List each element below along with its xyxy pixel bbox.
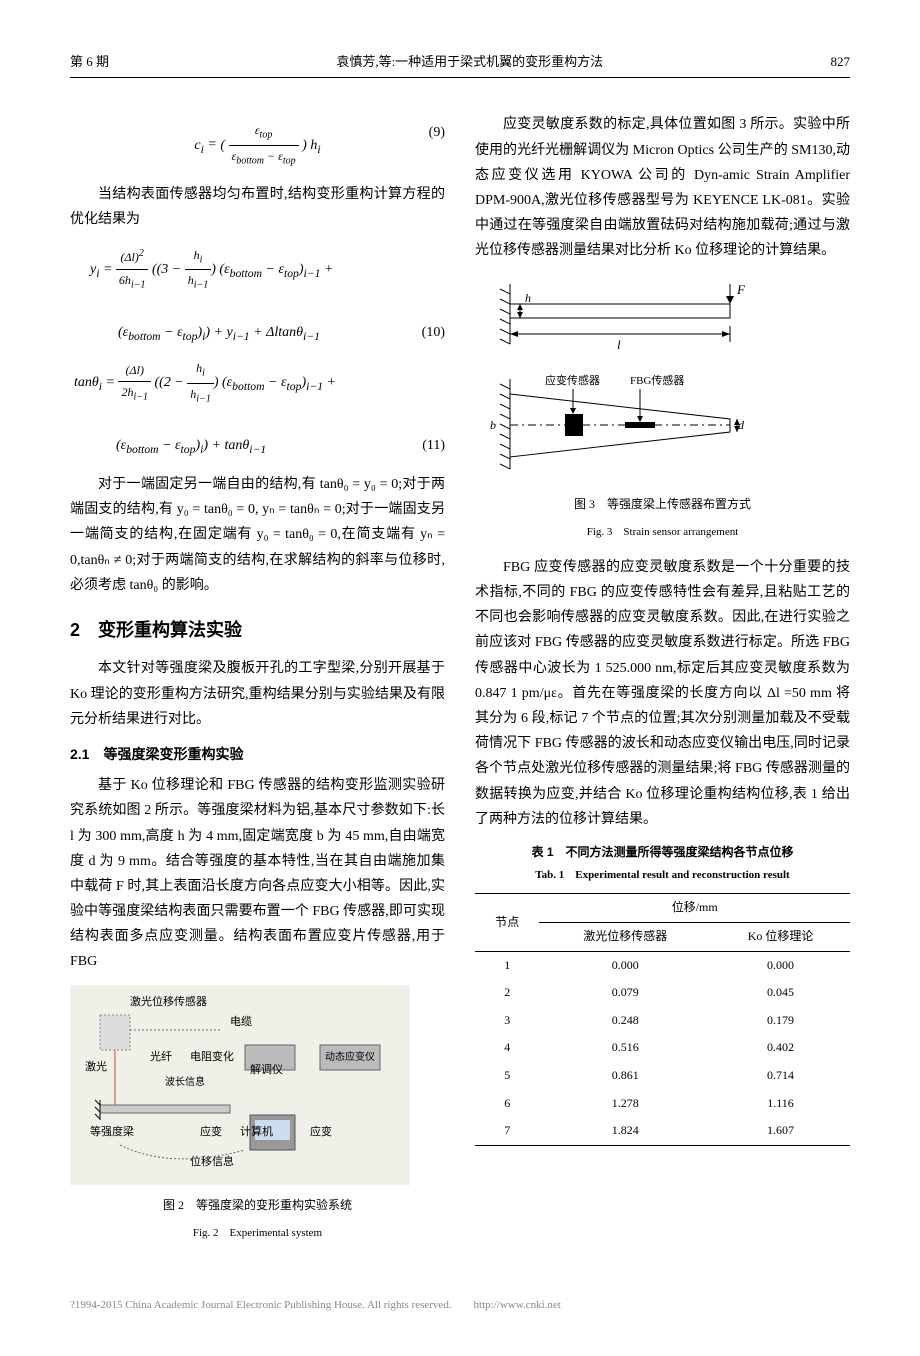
fig2-label-computer: 计算机 [240, 1124, 273, 1138]
table-cell: 2 [475, 979, 539, 1007]
fig3-label-fbg-sensor: FBG传感器 [630, 374, 684, 387]
table-cell: 0.402 [711, 1034, 850, 1062]
table-cell: 0.000 [711, 951, 850, 979]
paragraph: 基于 Ko 位移理论和 FBG 传感器的结构变形监测实验研究系统如图 2 所示。… [70, 773, 445, 975]
section-heading: 2 变形重构算法实验 [70, 614, 445, 646]
table-1-caption-cn: 表 1 不同方法测量所得等强度梁结构各节点位移 [475, 842, 850, 864]
header-title: 袁慎芳,等:一种适用于梁式机翼的变形重构方法 [336, 50, 603, 73]
fig2-label-resist: 电阻变化 [190, 1049, 234, 1063]
fig2-label-demod: 解调仪 [250, 1062, 283, 1076]
paragraph: 当结构表面传感器均匀布置时,结构变形重构计算方程的优化结果为 [70, 182, 445, 232]
fig2-label-fiber: 光纤 [150, 1049, 172, 1063]
table-cell: 1 [475, 951, 539, 979]
fig3-label-l: l [617, 337, 621, 352]
figure-3: F h l [475, 274, 850, 484]
paragraph: 本文针对等强度梁及腹板开孔的工字型梁,分别开展基于 Ko 理论的变形重构方法研究… [70, 656, 445, 732]
equation-9: ci = ( εtopεbottom − εtop ) hi (9) [70, 120, 445, 170]
table-1-caption-en: Tab. 1 Experimental result and reconstru… [475, 866, 850, 886]
fig3-label-b: b [490, 418, 496, 432]
fig3-label-F: F [736, 282, 746, 297]
fig2-label-cable: 电缆 [230, 1015, 252, 1028]
table-cell: 0.000 [539, 951, 711, 979]
paragraph: 应变灵敏度系数的标定,具体位置如图 3 所示。实验中所使用的光纤光栅解调仪为 M… [475, 112, 850, 263]
table-cell: 0.079 [539, 979, 711, 1007]
page-number: 827 [830, 50, 850, 73]
right-column: 应变灵敏度系数的标定,具体位置如图 3 所示。实验中所使用的光纤光栅解调仪为 M… [475, 108, 850, 1256]
table-cell: 0.516 [539, 1034, 711, 1062]
figure-2-caption-cn: 图 2 等强度梁的变形重构实验系统 [70, 1195, 445, 1217]
table-cell: 1.824 [539, 1117, 711, 1145]
figure-2: 激光位移传感器 电缆 激光 光纤 电阻变化 解调仪 动态应变仪 波长信息 [70, 985, 445, 1185]
eq-number: (11) [422, 433, 445, 458]
table-cell: 0.045 [711, 979, 850, 1007]
fig2-label-dynamic: 动态应变仪 [325, 1050, 375, 1063]
table-header: Ko 位移理论 [711, 922, 850, 951]
paragraph: 对于一端固定另一端自由的结构,有 tanθ₀ = y₀ = 0;对于两端固支的结… [70, 472, 445, 598]
table-cell: 1.116 [711, 1090, 850, 1118]
table-cell: 0.714 [711, 1062, 850, 1090]
paragraph: FBG 应变传感器的应变灵敏度系数是一个十分重要的技术指标,不同的 FBG 的应… [475, 555, 850, 832]
left-column: ci = ( εtopεbottom − εtop ) hi (9) 当结构表面… [70, 108, 445, 1256]
table-cell: 6 [475, 1090, 539, 1118]
subsection-heading: 2.1 等强度梁变形重构实验 [70, 742, 445, 767]
fig2-label-strain2: 应变 [310, 1124, 332, 1138]
table-header: 位移/mm [539, 894, 850, 923]
table-header: 激光位移传感器 [539, 922, 711, 951]
fig3-label-strain-sensor: 应变传感器 [545, 373, 600, 387]
fig2-label-strain: 应变 [200, 1124, 222, 1138]
figure-3-caption-en: Fig. 3 Strain sensor arrangement [475, 523, 850, 543]
figure-2-caption-en: Fig. 2 Experimental system [70, 1224, 445, 1244]
eq-number: (10) [422, 320, 445, 345]
fig2-label-beam: 等强度梁 [90, 1124, 134, 1138]
fig2-label-wavelength: 波长信息 [165, 1075, 205, 1088]
table-cell: 1.278 [539, 1090, 711, 1118]
fig3-label-h: h [525, 291, 531, 305]
fig2-label-disp: 位移信息 [190, 1154, 234, 1168]
table-cell: 0.861 [539, 1062, 711, 1090]
page-header: 第 6 期 袁慎芳,等:一种适用于梁式机翼的变形重构方法 827 [70, 50, 850, 78]
table-cell: 0.179 [711, 1007, 850, 1035]
table-cell: 3 [475, 1007, 539, 1035]
table-header: 节点 [475, 894, 539, 951]
table-cell: 7 [475, 1117, 539, 1145]
table-cell: 1.607 [711, 1117, 850, 1145]
table-cell: 0.248 [539, 1007, 711, 1035]
figure-3-caption-cn: 图 3 等强度梁上传感器布置方式 [475, 494, 850, 516]
table-cell: 5 [475, 1062, 539, 1090]
issue-label: 第 6 期 [70, 50, 109, 73]
eq-number: (9) [429, 120, 445, 145]
fig2-label-laser: 激光 [85, 1059, 107, 1073]
page-footer: ?1994-2015 China Academic Journal Electr… [70, 1296, 850, 1316]
table-1: 节点 位移/mm 激光位移传感器 Ko 位移理论 10.0000.00020.0… [475, 893, 850, 1145]
equation-11: tanθi = (Δl)2hi−1 ((2 − hihi−1) (εbottom… [70, 358, 445, 460]
equation-10: yi = (Δl)26hi−1 ((3 − hihi−1) (εbottom −… [70, 245, 445, 347]
table-cell: 4 [475, 1034, 539, 1062]
fig2-label-laser-disp: 激光位移传感器 [130, 994, 207, 1008]
